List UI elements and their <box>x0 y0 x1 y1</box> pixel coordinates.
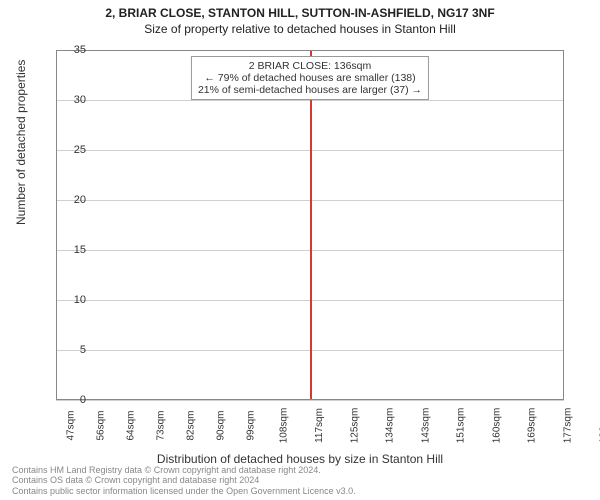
x-tick-label: 56sqm <box>96 410 107 440</box>
x-tick-label: 73sqm <box>156 410 167 440</box>
y-tick-label: 30 <box>56 94 86 106</box>
x-tick-label: 143sqm <box>420 408 431 444</box>
footer-line3: Contains public sector information licen… <box>12 486 356 496</box>
x-tick-label: 64sqm <box>126 410 137 440</box>
footer-attribution: Contains HM Land Registry data © Crown c… <box>12 465 356 496</box>
annotation-line1: 2 BRIAR CLOSE: 136sqm <box>198 60 422 72</box>
x-tick-label: 108sqm <box>278 408 289 444</box>
x-tick-label: 117sqm <box>314 408 325 443</box>
annotation-line2: ← 79% of detached houses are smaller (13… <box>198 72 422 84</box>
y-tick-label: 35 <box>56 44 86 56</box>
y-tick-label: 15 <box>56 244 86 256</box>
reference-line <box>310 50 312 400</box>
y-tick-label: 25 <box>56 144 86 156</box>
x-axis-label: Distribution of detached houses by size … <box>0 452 600 466</box>
x-tick-label: 90sqm <box>216 410 227 440</box>
page-title-line1: 2, BRIAR CLOSE, STANTON HILL, SUTTON-IN-… <box>0 6 600 20</box>
footer-line2: Contains OS data © Crown copyright and d… <box>12 475 356 485</box>
x-tick-label: 125sqm <box>349 408 360 444</box>
x-tick-label: 134sqm <box>384 408 395 444</box>
annotation-line3: 21% of semi-detached houses are larger (… <box>198 84 422 96</box>
y-tick-label: 20 <box>56 194 86 206</box>
y-tick-label: 5 <box>56 344 86 356</box>
x-tick-label: 82sqm <box>186 410 197 440</box>
y-tick-label: 10 <box>56 294 86 306</box>
grid-line <box>56 400 564 401</box>
x-tick-label: 177sqm <box>562 408 573 444</box>
x-tick-label: 169sqm <box>527 408 538 444</box>
chart-plot-area: 2 BRIAR CLOSE: 136sqm ← 79% of detached … <box>56 50 564 400</box>
x-tick-label: 47sqm <box>66 410 77 440</box>
x-tick-label: 160sqm <box>491 408 502 444</box>
footer-line1: Contains HM Land Registry data © Crown c… <box>12 465 356 475</box>
x-tick-label: 99sqm <box>246 410 257 440</box>
page-title-line2: Size of property relative to detached ho… <box>0 22 600 36</box>
y-axis-label: Number of detached properties <box>14 60 28 225</box>
x-tick-label: 151sqm <box>456 408 467 444</box>
chart-annotation: 2 BRIAR CLOSE: 136sqm ← 79% of detached … <box>191 56 429 100</box>
